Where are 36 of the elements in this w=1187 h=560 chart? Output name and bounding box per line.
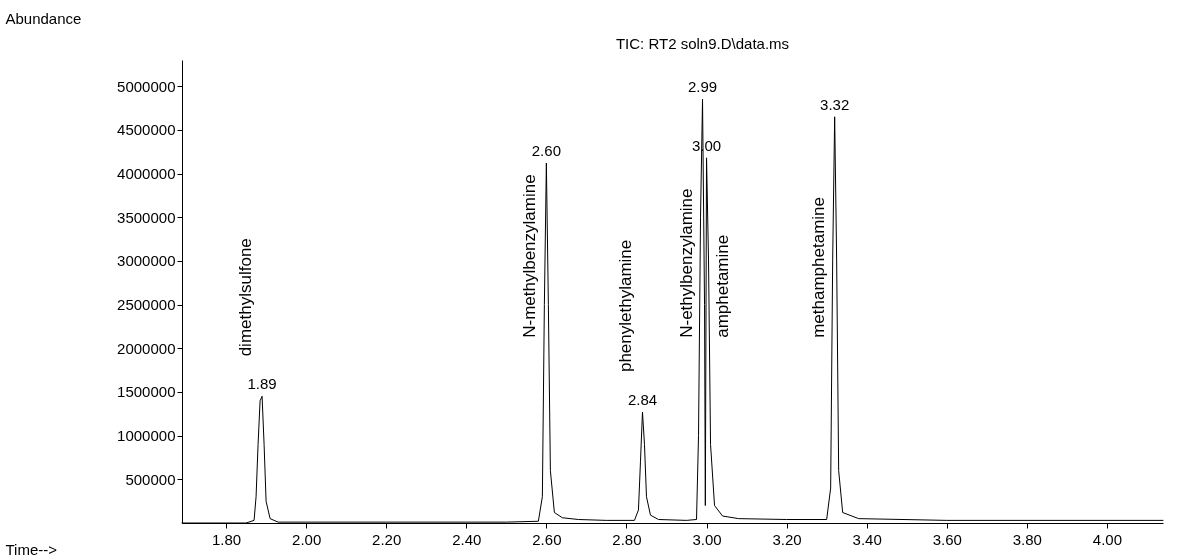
y-tick-label: 3500000 <box>117 208 176 226</box>
x-tick-label: 2.80 <box>612 530 642 548</box>
annotation: phenylethylamine <box>616 239 636 373</box>
annotation: amphetamine <box>712 234 732 338</box>
x-tick-label: 2.40 <box>452 530 482 548</box>
annotation: 3.32 <box>820 95 850 113</box>
annotation: N-methylbenzylamine <box>520 174 540 338</box>
x-tick-label: 3.40 <box>852 530 882 548</box>
x-tick-label: 3.80 <box>1012 530 1042 548</box>
x-tick-label: 3.20 <box>772 530 802 548</box>
y-tick-label: 2000000 <box>117 339 176 357</box>
y-axis-title: Abundance <box>5 9 82 27</box>
y-tick-label: 1000000 <box>117 427 176 445</box>
y-tick-label: 5000000 <box>117 77 176 95</box>
chart-title: TIC: RT2 soln9.D\data.ms <box>615 35 790 52</box>
y-tick-label: 4500000 <box>117 121 176 139</box>
y-tick-label: 4000000 <box>117 165 176 183</box>
annotation: N-ethylbenzylamine <box>676 188 696 338</box>
annotation: 2.84 <box>627 391 658 409</box>
y-tick-label: 1500000 <box>117 383 176 401</box>
annotation: 2.99 <box>687 78 718 96</box>
annotation: methamphetamine <box>808 196 828 338</box>
y-tick-label: 500000 <box>125 470 176 488</box>
x-tick-label: 2.00 <box>292 530 322 548</box>
x-tick-label: 2.20 <box>372 530 402 548</box>
x-tick-label: 3.60 <box>932 530 962 548</box>
x-tick-label: 3.00 <box>692 530 722 548</box>
x-axis-title: Time--> <box>5 540 58 558</box>
annotation: dimethylsulfone <box>236 238 256 357</box>
x-tick-label: 2.60 <box>532 530 562 548</box>
x-tick-label: 4.00 <box>1092 530 1123 548</box>
y-tick-label: 3000000 <box>117 252 176 270</box>
annotation: 1.89 <box>247 375 277 393</box>
y-tick-label: 2500000 <box>117 296 176 314</box>
annotation: 2.60 <box>531 142 561 160</box>
x-tick-label: 1.80 <box>211 530 242 548</box>
